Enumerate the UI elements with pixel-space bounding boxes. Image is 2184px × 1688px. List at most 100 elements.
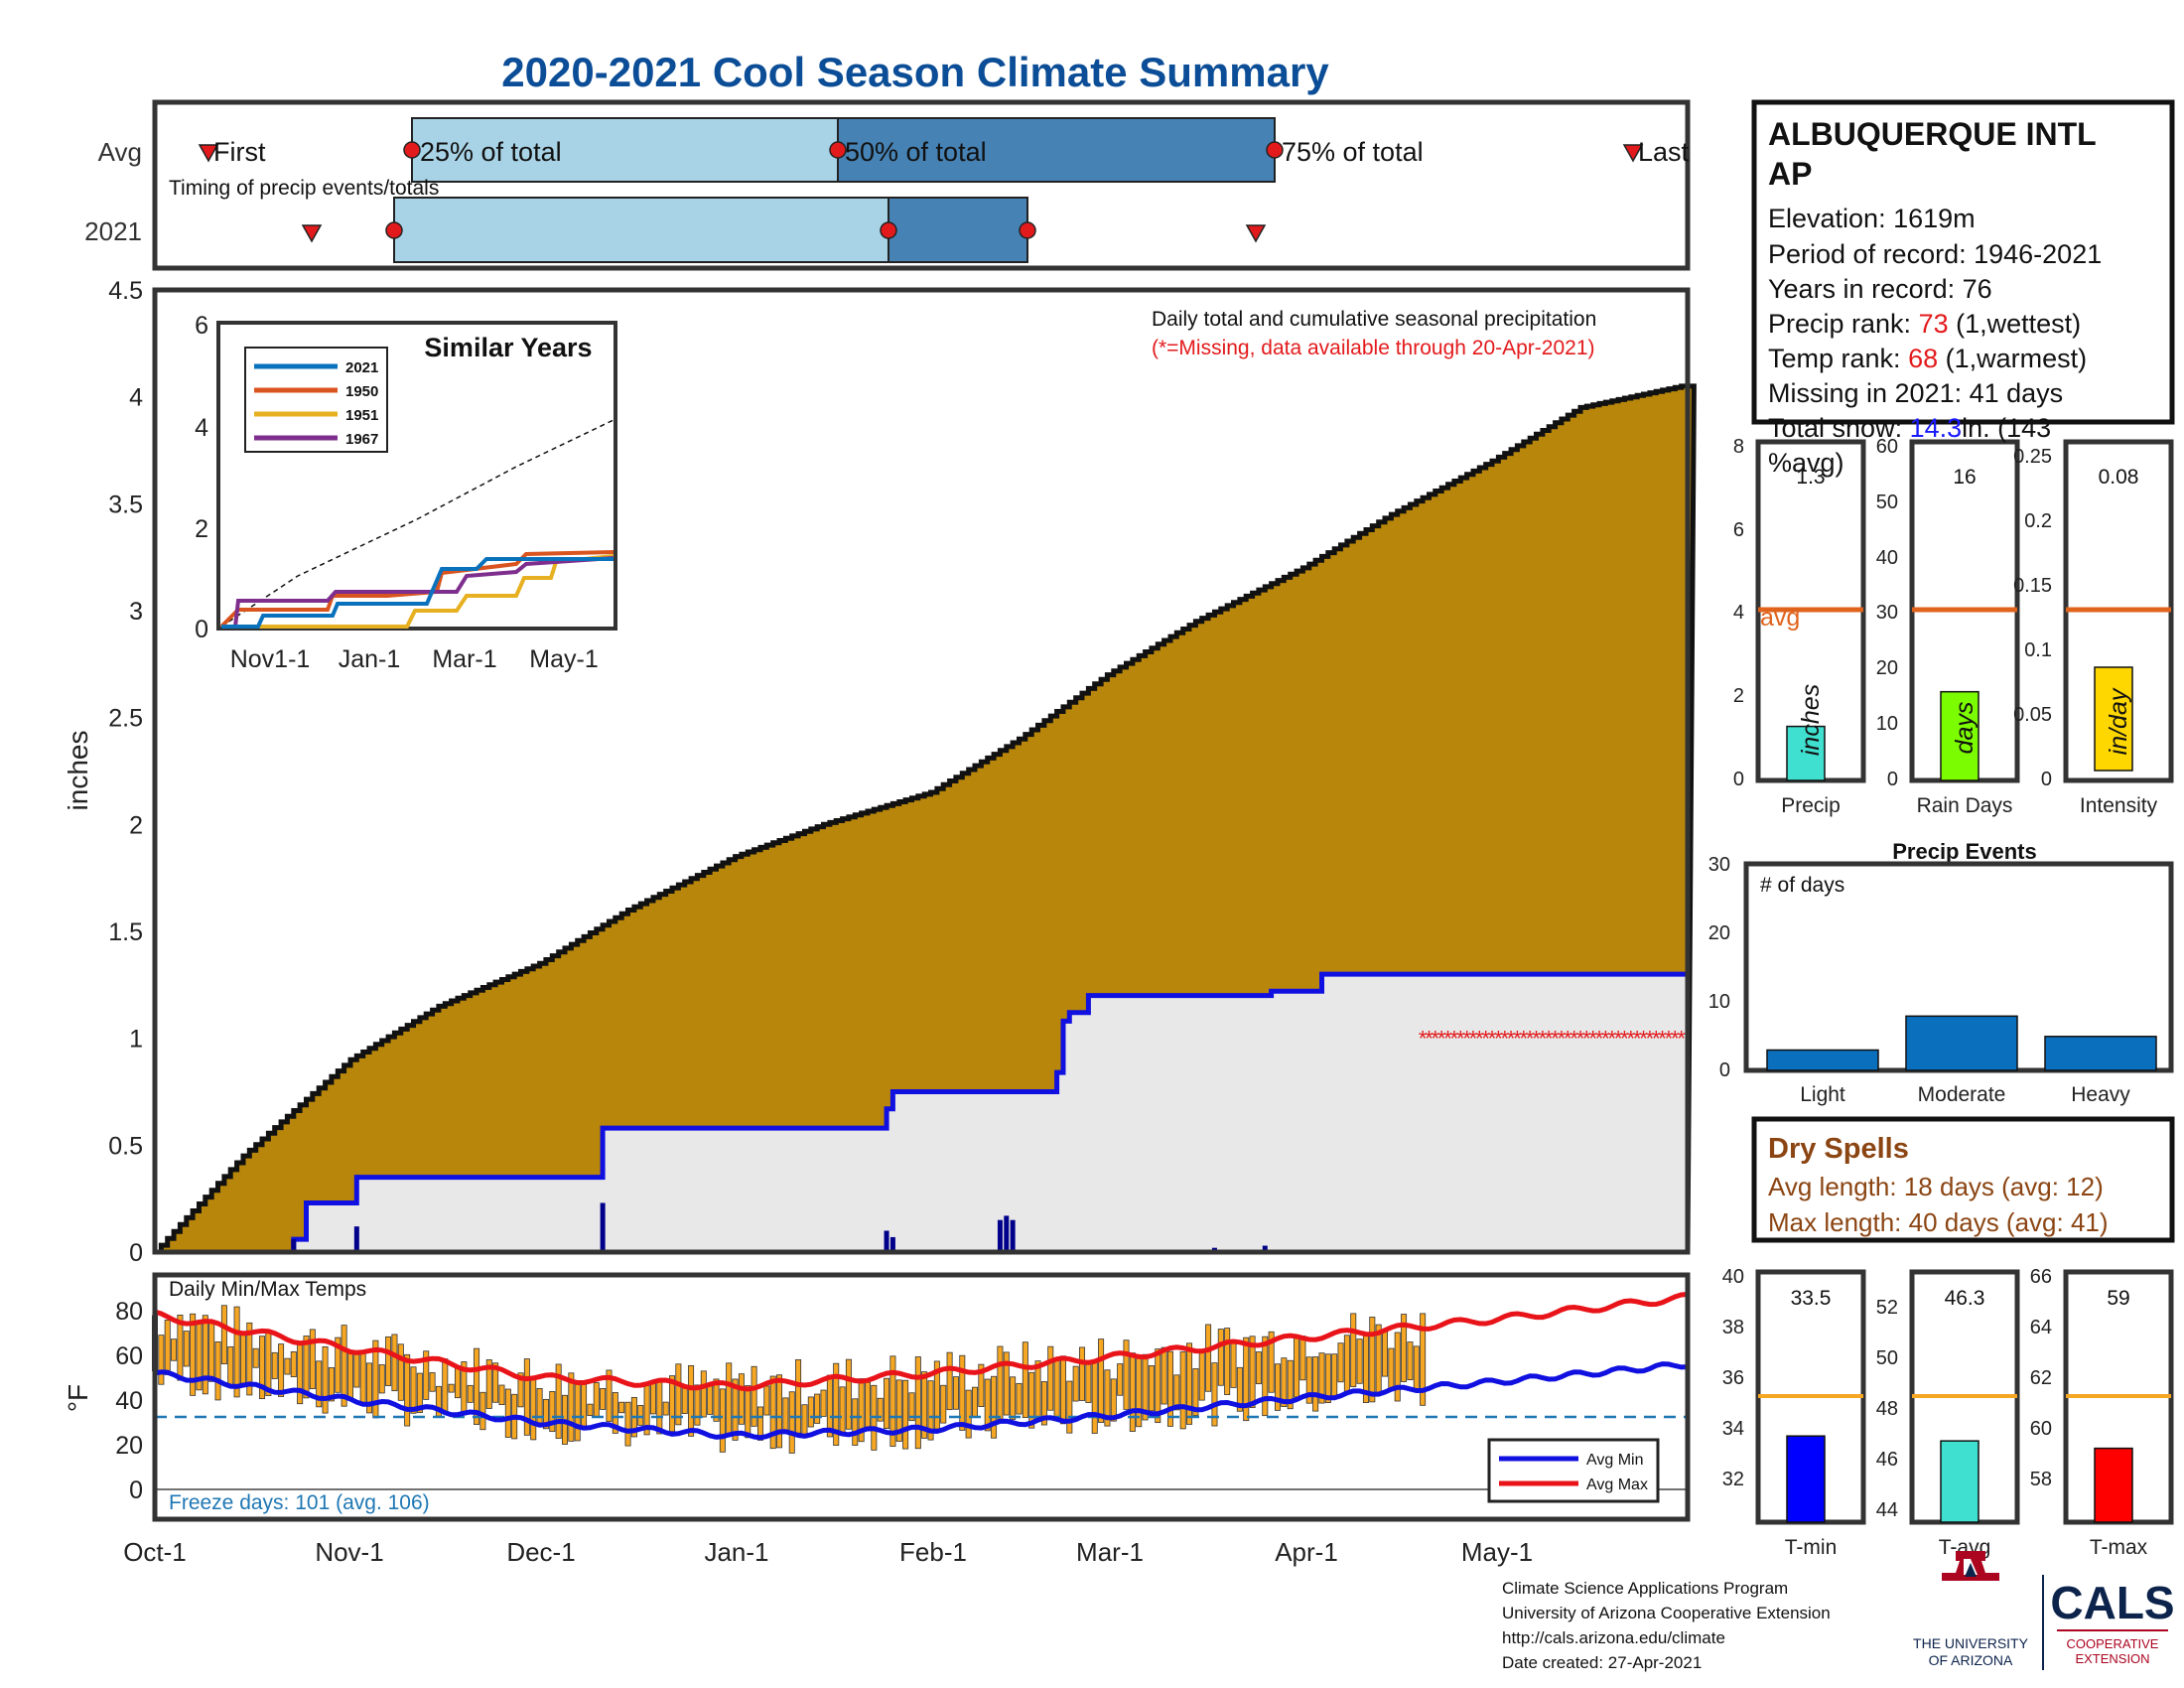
main-ytick: 3 (129, 598, 143, 626)
inset-legend-1967: 1967 (345, 431, 378, 448)
missing-day-star: * (1488, 1027, 1497, 1052)
daily-temp-bar (946, 1351, 953, 1411)
daily-temp-bar (612, 1392, 618, 1434)
daily-temp-bar (1034, 1360, 1041, 1419)
tavg-ytick: 48 (1876, 1398, 1898, 1420)
daily-temp-bar (504, 1388, 511, 1438)
daily-temp-bar (1324, 1353, 1331, 1404)
x-tick-label: May-1 (1461, 1537, 1533, 1567)
missing-day-star: * (1677, 1027, 1686, 1052)
daily-temp-bar (1337, 1342, 1344, 1383)
daily-temp-bar (1059, 1355, 1066, 1425)
tmax-y-axis: 58 60 62 64 66 (2030, 1266, 2052, 1490)
daily-temp-bar (745, 1385, 751, 1439)
daily-temp-bar (366, 1362, 373, 1414)
daily-temp-bar (1072, 1365, 1079, 1402)
inset-xtick: May-1 (529, 645, 598, 673)
daily-temp-bar (965, 1389, 972, 1439)
precip-ytick: 8 (1733, 436, 1744, 458)
daily-temp-bar (814, 1393, 821, 1424)
precip-label: Precip (1781, 794, 1841, 817)
daily-temp-bar (1331, 1353, 1338, 1400)
daily-temp-bar (795, 1358, 802, 1434)
missing-day-star: * (1620, 1027, 1629, 1052)
x-tick-label: Feb-1 (899, 1537, 967, 1567)
rain-days-ytick: 50 (1876, 492, 1898, 513)
intensity-ytick: 0.25 (2013, 446, 2052, 468)
daily-temp-bar (884, 1377, 890, 1430)
cals-logo-text: CALS (2050, 1577, 2174, 1628)
intensity-ytick: 0.05 (2013, 704, 2052, 726)
station-precip-rank: Precip rank: 73 (1,wettest) (1768, 309, 2081, 339)
x-tick-label: Oct-1 (123, 1537, 187, 1567)
year-cumulative-area (155, 974, 1688, 1252)
tmin-ytick: 32 (1722, 1469, 1744, 1490)
daily-temp-bar (498, 1384, 505, 1406)
inset-ytick: 0 (195, 616, 208, 643)
daily-temp-bar (662, 1401, 669, 1416)
missing-day-star: * (1607, 1027, 1616, 1052)
tmax-ytick: 64 (2030, 1317, 2052, 1338)
daily-temp-bar (335, 1336, 341, 1393)
missing-day-star: * (1456, 1027, 1465, 1052)
inset-ytick: 2 (195, 515, 208, 543)
missing-day-star: * (1652, 1027, 1661, 1052)
daily-temp-bar (820, 1389, 827, 1417)
daily-temp-bar (1198, 1350, 1205, 1401)
missing-day-star: * (1646, 1027, 1655, 1052)
main-ytick: 3.5 (108, 491, 143, 518)
station-name: ALBUQUERQUE INTL AP (1768, 116, 2105, 192)
daily-temp-bar (776, 1374, 783, 1449)
daily-temp-bar (448, 1383, 455, 1393)
timing-avg-q75-marker (1266, 141, 1284, 159)
ua-name-line2: OF ARIZONA (1929, 1652, 2013, 1668)
missing-day-star: * (1469, 1027, 1478, 1052)
inset-title: Similar Years (424, 333, 592, 362)
station-info-box: ALBUQUERQUE INTL AP Elevation: 1619m Per… (1751, 99, 2175, 425)
daily-temp-bar (826, 1374, 833, 1438)
daily-temp-bar (1224, 1328, 1231, 1395)
similar-years-inset: Similar Years 2021 1950 1951 1967 0 2 4 … (195, 312, 617, 673)
precip-y-axis: 0 2 4 6 8 (1733, 436, 1744, 790)
inset-line-1967 (233, 556, 614, 628)
inset-line-2021 (221, 557, 614, 629)
missing-day-star: * (1513, 1027, 1522, 1052)
events-ytick: 10 (1708, 991, 1730, 1013)
timing-avg-first-marker (198, 144, 219, 163)
station-years: Years in record: 76 (1768, 274, 1992, 304)
timing-avg-q2-bar (837, 117, 1276, 183)
daily-temp-bar (385, 1336, 392, 1386)
daily-temp-bar (1420, 1313, 1427, 1406)
tavg-ytick: 44 (1876, 1499, 1898, 1521)
precip-ytick: 6 (1733, 519, 1744, 541)
temps-ytick: 60 (115, 1342, 143, 1370)
legend-avg-min: Avg Min (1586, 1452, 1644, 1469)
daily-temp-bar (833, 1362, 840, 1446)
missing-day-star: * (1576, 1027, 1585, 1052)
temps-y-axis: 0 20 40 60 80 (115, 1298, 143, 1504)
daily-temp-bar (581, 1380, 588, 1430)
daily-temp-bar (290, 1350, 297, 1378)
daily-temp-bar (952, 1376, 959, 1410)
daily-temp-bar (726, 1362, 733, 1434)
intensity-value: 0.08 (2099, 466, 2139, 489)
daily-temp-bar (1217, 1329, 1224, 1386)
daily-temp-bar (467, 1384, 474, 1403)
missing-day-star: * (1500, 1027, 1509, 1052)
daily-temp-bar (233, 1306, 240, 1398)
main-ytick: 4 (129, 384, 143, 412)
timing-avg-q25-marker (403, 141, 421, 159)
inset-legend-2021: 2021 (345, 359, 378, 376)
daily-temp-bar (1160, 1346, 1167, 1405)
precip-rank-note: (1,wettest) (1949, 309, 2082, 339)
rain-days-unit: days (1951, 702, 1979, 755)
daily-temp-bar (1098, 1338, 1105, 1423)
x-tick-label: Jan-1 (704, 1537, 768, 1567)
daily-temp-bar (637, 1405, 644, 1426)
dry-spells-max: Max length: 40 days (avg: 41) (1768, 1207, 2109, 1237)
daily-temp-bar (738, 1373, 745, 1425)
daily-temp-bar (1236, 1366, 1243, 1412)
daily-temp-bar (675, 1363, 682, 1426)
temp-rank-note: (1,warmest) (1938, 344, 2087, 373)
daily-temp-bar (1255, 1351, 1262, 1385)
